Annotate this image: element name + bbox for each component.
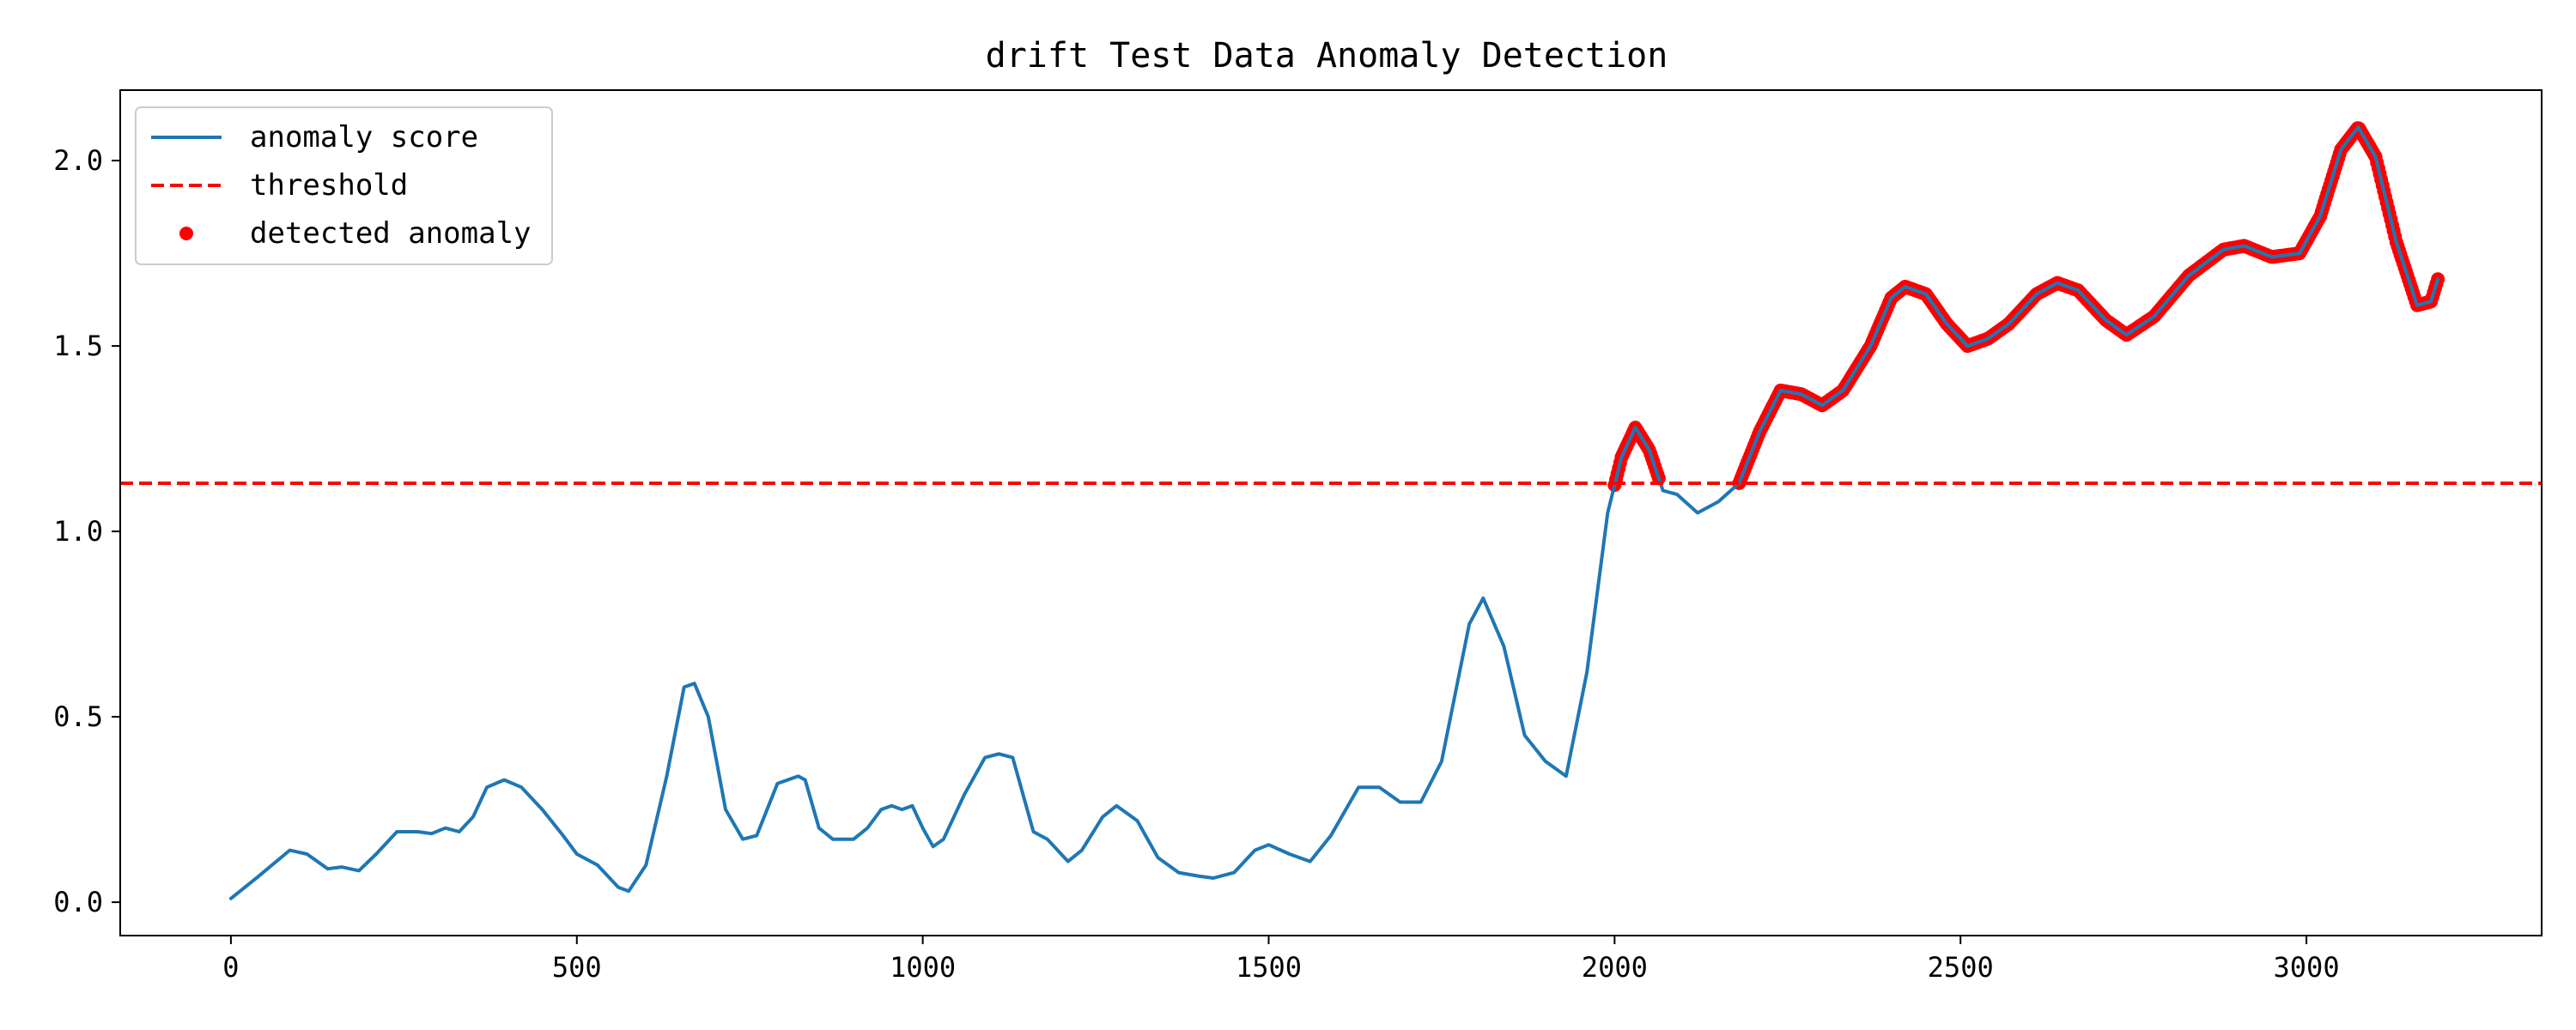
- legend-anomaly-score-label: anomaly score: [250, 120, 478, 154]
- y-tick-label: 0.5: [53, 700, 103, 733]
- y-tick-label: 0.0: [53, 886, 103, 918]
- anomaly-score-line: [228, 125, 2440, 900]
- x-tick-label: 3000: [2274, 951, 2340, 984]
- legend-detected-anomaly-label: detected anomaly: [250, 216, 532, 251]
- plot-frame: [119, 89, 2543, 936]
- chart-title: drift Test Data Anomaly Detection: [986, 36, 1668, 76]
- plot-area: [120, 121, 2542, 900]
- x-tick-label: 500: [552, 951, 602, 984]
- legend-box: [135, 106, 553, 265]
- x-tick-label: 1500: [1236, 951, 1302, 984]
- y-tick-label: 1.5: [53, 330, 103, 362]
- legend: anomaly score threshold detected anomaly: [135, 106, 553, 265]
- legend-detected-anomaly-swatch: [179, 227, 193, 240]
- x-tick-label: 0: [222, 951, 239, 984]
- x-tick-label: 2500: [1928, 951, 1994, 984]
- y-tick-label: 1.0: [53, 515, 103, 548]
- y-tick-label: 2.0: [53, 144, 103, 177]
- axes: 0 500 1000 1500 2000 2500 3000 0.0 0.5 1.0 1.5 2.0: [53, 89, 2543, 984]
- x-tick-label: 2000: [1582, 951, 1648, 984]
- x-tick-label: 1000: [890, 951, 956, 984]
- legend-threshold-label: threshold: [250, 168, 408, 203]
